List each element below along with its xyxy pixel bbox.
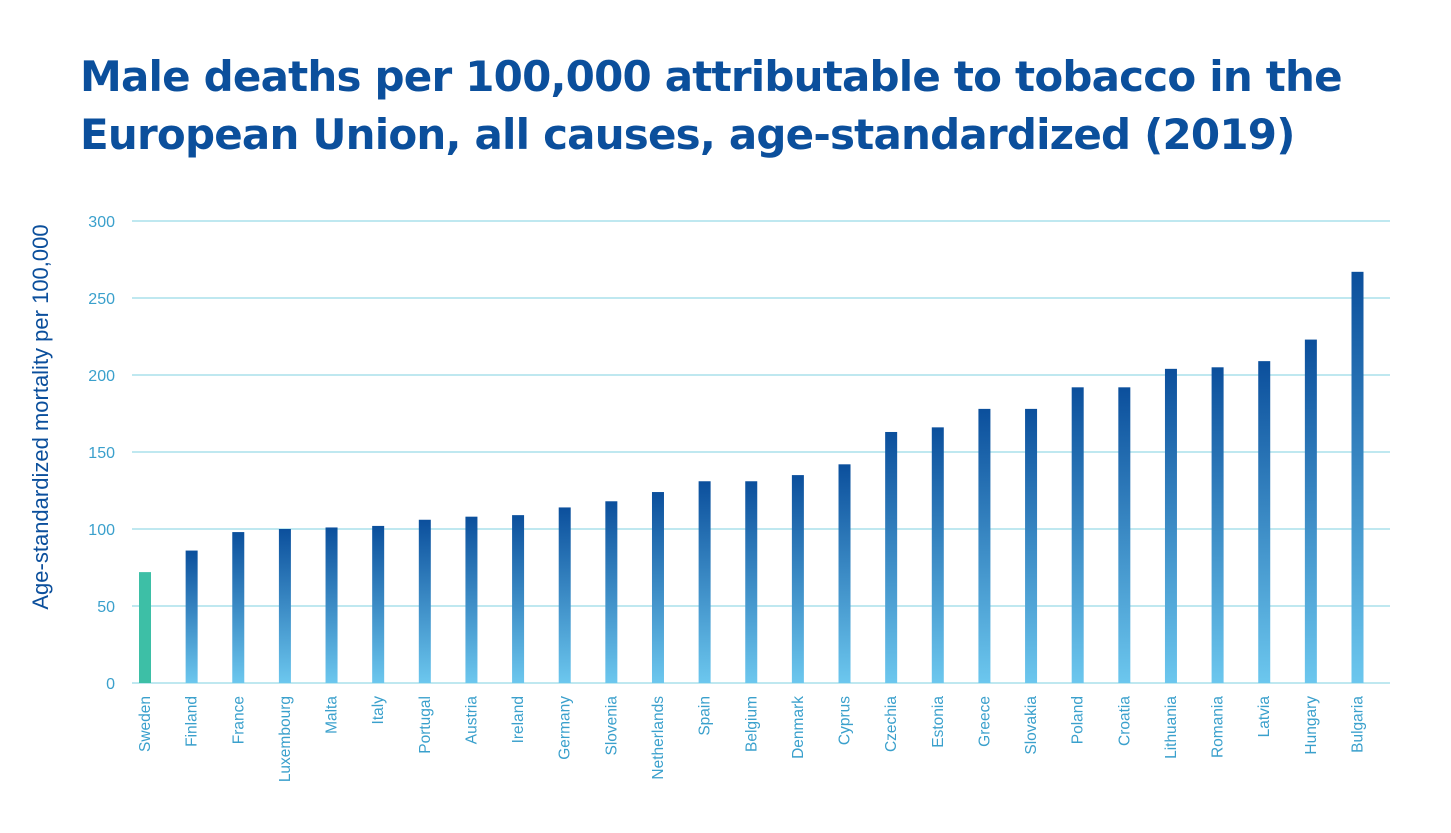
bar-croatia xyxy=(1118,387,1131,683)
x-tick-label-spain: Spain xyxy=(697,696,714,736)
y-tick-label: 0 xyxy=(106,676,115,693)
y-tick-label: 100 xyxy=(88,522,115,539)
y-tick-label: 150 xyxy=(88,445,115,462)
bar-france xyxy=(232,532,245,683)
x-tick-label-slovenia: Slovenia xyxy=(603,696,620,756)
bar-lithuania xyxy=(1164,368,1177,683)
bar-finland xyxy=(185,550,198,683)
x-tick-label-croatia: Croatia xyxy=(1116,696,1133,746)
bar-austria xyxy=(465,516,478,683)
bar-poland xyxy=(1071,387,1084,683)
x-tick-label-bulgaria: Bulgaria xyxy=(1350,696,1367,753)
x-tick-label-lithuania: Lithuania xyxy=(1163,696,1180,759)
y-axis-ticks: 0 50 100 150 200 250 300 xyxy=(88,214,115,693)
bar-greece xyxy=(978,408,991,683)
x-tick-label-austria: Austria xyxy=(463,696,480,745)
bar-bulgaria xyxy=(1351,271,1364,683)
x-tick-label-sweden: Sweden xyxy=(137,696,154,752)
bar-slovenia xyxy=(605,501,618,683)
bar-slovakia xyxy=(1025,408,1038,683)
bar-spain xyxy=(698,481,711,683)
x-tick-label-malta: Malta xyxy=(324,696,341,734)
x-tick-label-cyprus: Cyprus xyxy=(837,696,854,745)
x-axis-labels: Sweden Finland France Luxembourg Malta Italy P… xyxy=(137,696,1367,783)
x-tick-label-belgium: Belgium xyxy=(743,696,760,752)
x-tick-label-netherlands: Netherlands xyxy=(650,696,667,780)
x-tick-label-italy: Italy xyxy=(370,696,387,725)
x-tick-label-estonia: Estonia xyxy=(930,696,947,748)
y-tick-label: 250 xyxy=(88,291,115,308)
bar-belgium xyxy=(745,481,758,683)
x-tick-label-ireland: Ireland xyxy=(510,696,527,743)
bar-malta xyxy=(325,527,338,683)
x-tick-label-poland: Poland xyxy=(1070,696,1087,744)
bar-romania xyxy=(1211,367,1224,683)
bar-portugal xyxy=(418,519,431,683)
bars xyxy=(139,271,1364,683)
x-tick-label-latvia: Latvia xyxy=(1256,696,1273,738)
x-tick-label-germany: Germany xyxy=(557,696,574,760)
bar-czechia xyxy=(885,431,898,683)
x-tick-label-finland: Finland xyxy=(184,696,201,747)
bar-sweden xyxy=(139,572,151,683)
bar-luxembourg xyxy=(278,529,291,683)
x-tick-label-czechia: Czechia xyxy=(883,696,900,752)
bar-hungary xyxy=(1304,339,1317,683)
y-tick-label: 200 xyxy=(88,368,115,385)
x-tick-label-luxembourg: Luxembourg xyxy=(277,696,294,782)
x-tick-label-denmark: Denmark xyxy=(790,696,807,759)
y-tick-label: 300 xyxy=(88,214,115,231)
x-tick-label-portugal: Portugal xyxy=(417,696,434,754)
x-tick-label-romania: Romania xyxy=(1210,696,1227,758)
bar-denmark xyxy=(791,475,804,683)
x-tick-label-hungary: Hungary xyxy=(1303,696,1320,755)
bar-ireland xyxy=(512,515,525,683)
x-tick-label-greece: Greece xyxy=(976,696,993,747)
bar-latvia xyxy=(1258,361,1271,683)
chart-title: Male deaths per 100,000 attributable to … xyxy=(80,52,1343,159)
gridlines xyxy=(132,220,1390,684)
bar-italy xyxy=(372,525,385,683)
y-tick-label: 50 xyxy=(97,599,115,616)
bar-cyprus xyxy=(838,464,851,683)
bar-germany xyxy=(558,507,571,683)
x-tick-label-france: France xyxy=(230,696,247,744)
bar-netherlands xyxy=(651,492,664,683)
bar-estonia xyxy=(931,427,944,683)
x-tick-label-slovakia: Slovakia xyxy=(1023,696,1040,755)
